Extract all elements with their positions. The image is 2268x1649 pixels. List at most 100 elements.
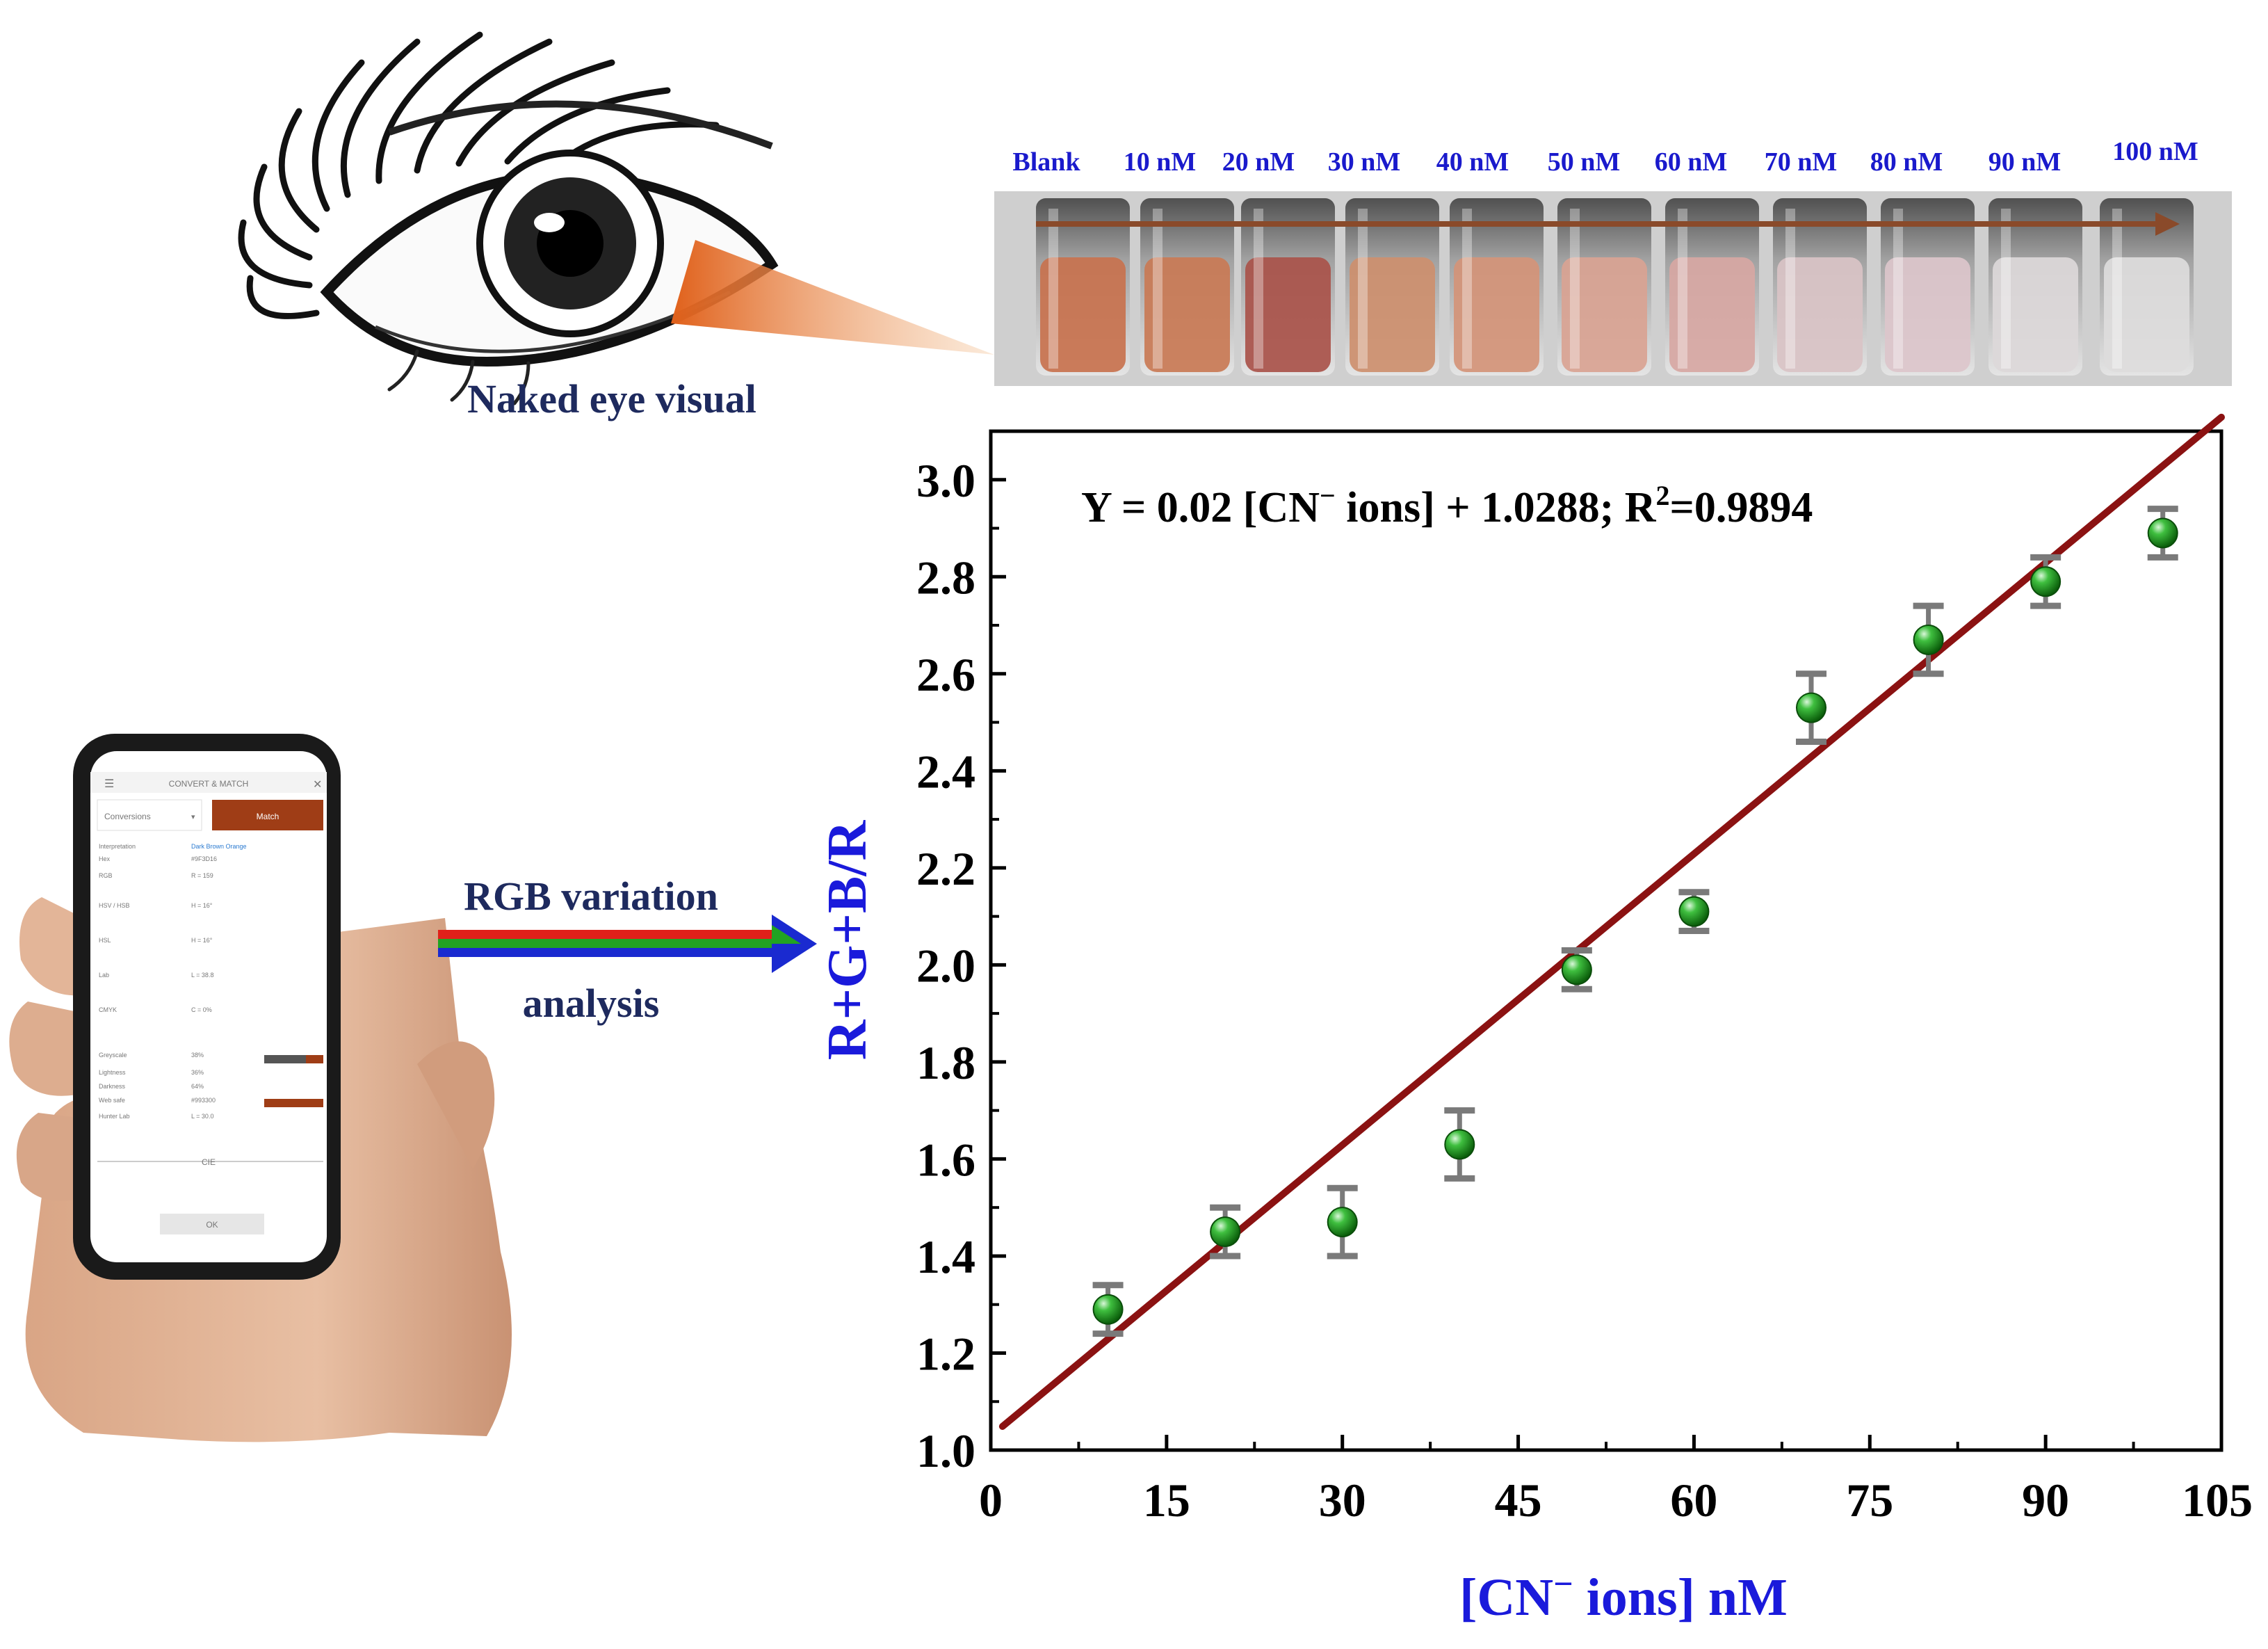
- y-tick-label: 2.2: [916, 842, 975, 895]
- data-marker: [1678, 896, 1710, 927]
- vial-label: 80 nM: [1870, 147, 1943, 177]
- phone-row-key: Web safe: [99, 1097, 125, 1104]
- phone-row-value: L = 30.0: [191, 1113, 213, 1120]
- data-marker: [1796, 692, 1826, 723]
- eye-caption: Naked eye visual: [467, 376, 756, 421]
- phone-row-key: Lightness: [99, 1069, 126, 1076]
- hand-phone-illustration: ☰ CONVERT & MATCH ✕ Conversions ▾ Match …: [9, 734, 512, 1442]
- data-marker: [1210, 1216, 1241, 1248]
- data-point: [1210, 1204, 1241, 1260]
- data-point: [1327, 1184, 1358, 1260]
- chevron-down-icon: ▾: [191, 813, 195, 821]
- data-marker: [1444, 1129, 1475, 1160]
- x-tick-label: 45: [1495, 1474, 1542, 1527]
- ok-button-label: OK: [206, 1220, 218, 1230]
- y-tick-label: 2.4: [916, 745, 975, 798]
- phone-row-key: Lab: [99, 972, 109, 979]
- vial-label: 90 nM: [1988, 147, 2062, 177]
- phone-row-value: #9F3D16: [191, 855, 217, 862]
- vial-label: 20 nM: [1222, 147, 1295, 177]
- app-header: CONVERT & MATCH: [169, 779, 249, 789]
- vial-label: 30 nM: [1328, 147, 1401, 177]
- y-tick-label: 3.0: [916, 454, 975, 507]
- phone-row-key: Darkness: [99, 1083, 126, 1090]
- data-marker: [1913, 624, 1944, 655]
- x-tick-label: 75: [1846, 1474, 1893, 1527]
- data-point: [1796, 670, 1826, 745]
- vial: [1773, 198, 1867, 376]
- vial-label: 10 nM: [1124, 147, 1197, 177]
- data-marker: [1327, 1207, 1358, 1238]
- vial-label: 40 nM: [1436, 147, 1509, 177]
- phone-row-key: CMYK: [99, 1006, 117, 1013]
- data-marker: [1092, 1294, 1124, 1325]
- data-marker: [1561, 954, 1592, 986]
- match-button[interactable]: [212, 800, 323, 830]
- vial-label: 60 nM: [1655, 147, 1728, 177]
- tricolor-arrow-icon: [438, 915, 817, 973]
- phone-row-value: C = 0%: [191, 1006, 212, 1013]
- phone-row-key: HSL: [99, 937, 111, 944]
- vial: [1241, 198, 1335, 376]
- phone-row-value: R = 159: [191, 872, 213, 879]
- fit-equation: Y = 0.02 [CN− ions] + 1.0288; R2=0.9894: [1081, 480, 1813, 531]
- match-button-label: Match: [257, 812, 280, 821]
- x-tick-label: 90: [2022, 1474, 2069, 1527]
- concentration-arrow: [1036, 212, 2180, 236]
- phone-row-key: Greyscale: [99, 1052, 127, 1059]
- vial: [1557, 198, 1651, 376]
- phone-row-value: 64%: [191, 1083, 204, 1090]
- phone-app-ui: ☰ CONVERT & MATCH ✕ Conversions ▾ Match …: [90, 772, 327, 1234]
- rgb-arrow-label-top: RGB variation: [464, 874, 718, 919]
- data-point: [1444, 1107, 1475, 1182]
- x-tick-label: 15: [1143, 1474, 1190, 1527]
- phone-row-value: 36%: [191, 1069, 204, 1076]
- fit-line: [998, 413, 2225, 1430]
- conversions-dropdown[interactable]: Conversions: [104, 812, 151, 821]
- vial-label: 100 nM: [2112, 137, 2198, 166]
- data-marker: [2030, 566, 2062, 597]
- y-tick-label: 1.2: [916, 1327, 975, 1380]
- y-tick-label: 2.0: [916, 939, 975, 992]
- vial: [2100, 198, 2194, 376]
- x-tick-label: 0: [979, 1474, 1003, 1527]
- ok-button[interactable]: [160, 1214, 264, 1234]
- eye-icon: [238, 31, 779, 405]
- vial: [1881, 198, 1975, 376]
- y-tick-label: 1.6: [916, 1133, 975, 1186]
- vial: [1345, 198, 1439, 376]
- x-tick-label: 30: [1319, 1474, 1366, 1527]
- data-point: [1092, 1282, 1124, 1337]
- menu-icon: ☰: [104, 778, 114, 790]
- vial: [1140, 198, 1234, 376]
- phone-row-value: Dark Brown Orange: [191, 843, 247, 850]
- view-cone: [671, 240, 994, 355]
- vial-label: 50 nM: [1548, 147, 1621, 177]
- data-point: [1678, 889, 1710, 935]
- phone-row-key: Hex: [99, 855, 111, 862]
- phone-section-label: CIE: [202, 1157, 216, 1167]
- phone-screen: [90, 751, 327, 1262]
- y-tick-label: 2.6: [916, 648, 975, 701]
- y-tick-label: 1.0: [916, 1424, 975, 1477]
- phone-row-value: H = 16°: [191, 937, 213, 944]
- x-tick-label: 60: [1670, 1474, 1717, 1527]
- eye-illustration: Naked eye visual: [238, 31, 994, 421]
- phone-row-value: L = 38.8: [191, 972, 213, 979]
- phone-row-key: RGB: [99, 872, 113, 879]
- vial: [1036, 198, 1130, 376]
- data-marker: [2147, 517, 2178, 549]
- x-tick-label: 105: [2182, 1474, 2253, 1527]
- y-tick-label: 2.8: [916, 551, 975, 604]
- calibration-chart: 1.0 1.2 1.4 1.6 1.8 2.0 2.2 2.4 2.6 2.8 3.0 0 15 30 4…: [817, 413, 2253, 1627]
- vial: [1665, 198, 1759, 376]
- vial-label: 70 nM: [1765, 147, 1838, 177]
- data-point: [1561, 947, 1592, 992]
- data-point: [2147, 506, 2178, 561]
- phone-row-key: Hunter Lab: [99, 1113, 130, 1120]
- phone-row-value: #993300: [191, 1097, 216, 1104]
- phone-row-key: Interpretation: [99, 843, 136, 850]
- vial: [1450, 198, 1544, 376]
- rgb-analysis-arrow: RGB variation analysis: [438, 874, 817, 1026]
